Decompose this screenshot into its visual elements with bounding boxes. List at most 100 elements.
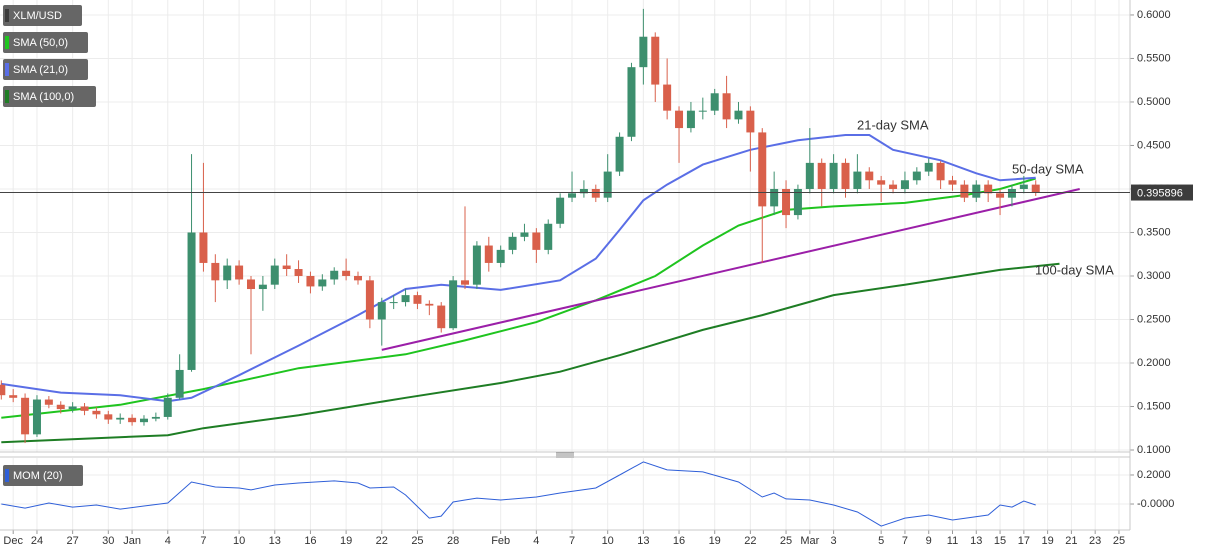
candle-body [223,265,232,281]
candle-body [1031,184,1040,193]
candle-body [44,399,53,405]
candle-body [354,275,362,281]
y-tick-label: 0.2000 [1137,469,1171,481]
x-tick-label: 13 [269,535,281,547]
y-tick-label: 0.1000 [1137,444,1171,456]
candle-body [330,270,339,280]
candle-body [187,232,196,370]
y-tick-label: 0.6000 [1137,9,1171,21]
legend-swatch [5,63,9,76]
candle-body [68,406,77,410]
legend-text: SMA (100,0) [13,91,74,103]
symbol-swatch [5,9,9,22]
y-tick-label: 0.5500 [1137,52,1171,64]
y-tick-label: 0.5000 [1137,96,1171,108]
candle-body [770,188,779,207]
last-price-label: 0.395896 [1137,187,1183,199]
candle-body [0,384,6,396]
candle-body [568,193,577,198]
candle-body [900,180,909,189]
y-tick-label: 0.4500 [1137,139,1171,151]
candle-body [603,171,612,198]
candle-body [948,180,957,185]
x-tick-label: 4 [533,535,539,547]
candle-body [80,406,89,411]
momentum-legend-text: MOM (20) [13,470,63,482]
candle-body [342,270,351,276]
candle-body [306,275,315,287]
momentum-legend-swatch [5,469,9,482]
x-tick-label: 23 [1089,535,1101,547]
sma-line [1,177,1036,419]
x-tick-label: 28 [447,535,459,547]
sma-line [1,262,1060,444]
x-tick-label: 19 [340,535,352,547]
x-tick-label: 13 [637,535,649,547]
momentum-line [1,461,1036,527]
candle-body [924,162,933,172]
candle-body [104,414,113,420]
candle-body [710,93,719,111]
x-tick-label: 4 [165,535,171,547]
candle-body [734,110,743,120]
candle-body [365,280,374,320]
candle-body [413,295,422,304]
candle-body [663,84,672,111]
x-tick-label: 27 [67,535,79,547]
legend-box [3,59,88,80]
x-tick-label: 19 [709,535,721,547]
x-tick-label: 5 [878,535,884,547]
candle-body [246,279,255,290]
x-tick-label: 11 [947,535,958,547]
candle-body [722,93,731,120]
candle-body [877,180,886,185]
candle-body [318,279,327,287]
candle-body [865,171,874,181]
y-tick-label: -0.0000 [1137,498,1174,510]
candle-body [32,399,41,435]
legend-swatch [5,36,9,49]
candle-body [211,262,220,281]
candle-body [151,416,160,419]
candle-body [984,184,993,194]
candle-body [449,280,458,329]
candle-body [56,404,65,410]
x-tick-label: 25 [780,535,792,547]
candle-body [472,245,481,285]
candle-body [116,417,125,420]
symbol-text: XLM/USD [13,10,62,22]
candle-body [92,410,101,415]
x-tick-label: 7 [902,535,908,547]
x-tick-label: 3 [831,535,837,547]
overlay: 50-day SMA 21-day SMA 100-day SMA 0.395896 X… [0,5,1193,486]
legend-box [3,86,96,107]
x-tick-label: 9 [926,535,932,547]
candle-body [996,193,1005,198]
candle-body [270,265,279,285]
candle-body [698,110,707,112]
legend-swatch [5,90,9,103]
y-tick-label: 0.2500 [1137,313,1171,325]
sma-line [1,134,1036,403]
x-tick-label: 16 [673,535,685,547]
candle-body [675,110,684,129]
candle-body [425,303,434,306]
candle-body [544,223,553,250]
candle-body [805,162,814,189]
candle-body [889,184,898,189]
candle-body [484,245,493,263]
candle-body [21,397,30,435]
y-tick-label: 0.1500 [1137,400,1171,412]
candle-body [258,284,267,290]
candle-body [960,184,969,198]
candle-body [793,188,802,216]
symbol-box [3,5,82,26]
last-price-box [1131,184,1193,201]
candle-body [686,110,695,129]
x-tick-label: Feb [491,535,510,547]
candle-body [1007,188,1016,198]
candle-body [651,36,660,85]
x-tick-label: 13 [970,535,982,547]
candle-body [782,188,791,216]
candle-body [235,265,244,280]
